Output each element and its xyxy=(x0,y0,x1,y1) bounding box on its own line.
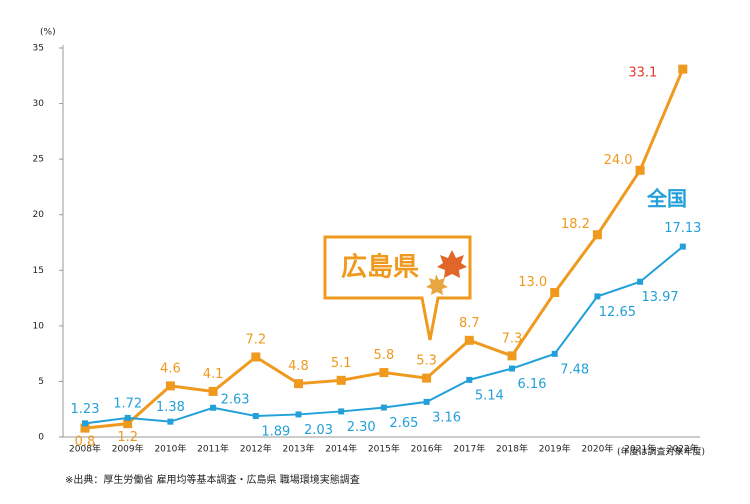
x-tick-label: 2012年 xyxy=(240,443,272,455)
x-tick-label: 2018年 xyxy=(496,443,528,455)
value-label: 2.65 xyxy=(389,416,418,431)
value-label: 7.2 xyxy=(245,332,266,347)
value-label: 18.2 xyxy=(561,217,590,232)
value-label: 8.7 xyxy=(459,316,480,331)
value-label: 13.97 xyxy=(641,290,678,305)
value-label: 0.8 xyxy=(75,435,96,450)
value-label: 5.14 xyxy=(475,388,504,403)
y-tick-label: 0 xyxy=(38,433,44,443)
point xyxy=(466,376,473,383)
value-label: 33.1 xyxy=(628,66,657,81)
point xyxy=(464,335,474,345)
y-tick-label: 30 xyxy=(33,99,45,109)
x-tick-label: 2010年 xyxy=(154,443,186,455)
value-label: 2.03 xyxy=(304,423,333,438)
point xyxy=(635,165,645,175)
legend-label: 全国 xyxy=(646,187,687,211)
value-label: 13.0 xyxy=(518,275,547,290)
point xyxy=(295,411,302,418)
point xyxy=(294,379,303,389)
callout: 広島県 xyxy=(323,235,472,341)
x-tick-label: 2016年 xyxy=(411,443,443,455)
point xyxy=(336,375,346,385)
x-tick-label: 2009年 xyxy=(112,443,144,455)
y-axis-label: (%) xyxy=(40,28,56,38)
point xyxy=(165,381,175,391)
x-tick-label: 2015年 xyxy=(368,443,400,455)
legend-label: 広島県 xyxy=(341,252,419,283)
value-label: 5.8 xyxy=(374,348,395,363)
value-label: 1.38 xyxy=(156,400,185,415)
value-label: 7.3 xyxy=(502,331,523,346)
value-label: 6.16 xyxy=(518,377,547,392)
point xyxy=(251,352,261,362)
point xyxy=(550,288,560,298)
point xyxy=(422,373,432,383)
point xyxy=(551,350,558,357)
y-tick-label: 10 xyxy=(33,321,45,331)
value-label: 2.63 xyxy=(221,392,250,407)
point xyxy=(123,419,133,429)
x-note: (年度は調査対象年度) xyxy=(617,446,705,458)
value-label: 4.8 xyxy=(288,359,309,374)
value-label: 4.6 xyxy=(160,361,181,376)
x-tick-label: 2013年 xyxy=(283,443,315,455)
point xyxy=(379,368,389,378)
point xyxy=(252,412,259,419)
x-tick-label: 2017年 xyxy=(453,443,485,455)
value-label: 3.16 xyxy=(432,410,461,425)
point xyxy=(80,423,90,433)
value-label: 5.3 xyxy=(416,354,437,369)
point xyxy=(338,408,345,415)
point xyxy=(208,386,218,396)
point xyxy=(124,414,131,421)
value-label: 4.1 xyxy=(203,367,224,382)
source-note: ※出典：厚生労働省 雇用均等基本調査・広島県 職場環境実態調査 xyxy=(65,473,360,486)
point xyxy=(509,365,515,372)
point xyxy=(380,404,387,411)
value-label: 1.89 xyxy=(261,424,290,439)
point xyxy=(507,351,517,361)
y-tick-label: 20 xyxy=(33,210,45,220)
value-label: 1.23 xyxy=(71,402,100,417)
value-label: 24.0 xyxy=(604,153,633,168)
point xyxy=(594,293,601,300)
x-tick-label: 2020年 xyxy=(581,443,613,455)
value-label: 7.48 xyxy=(560,362,589,377)
x-tick-label: 2022年 xyxy=(667,443,699,455)
point xyxy=(679,243,686,250)
x-tick-label: 2014年 xyxy=(325,443,357,455)
point xyxy=(82,420,88,427)
x-tick-label: 2019年 xyxy=(539,443,571,455)
point xyxy=(210,404,217,411)
point xyxy=(592,230,602,240)
value-label: 2.30 xyxy=(347,420,376,435)
x-tick-label: 2008年 xyxy=(69,443,101,455)
y-tick-label: 5 xyxy=(38,377,44,387)
y-tick-label: 25 xyxy=(33,155,44,165)
point xyxy=(423,398,430,405)
point xyxy=(678,64,688,74)
y-tick-label: 15 xyxy=(33,266,44,276)
x-tick-label: 2021年 xyxy=(624,443,656,455)
point xyxy=(167,418,174,425)
point xyxy=(637,278,644,285)
value-label: 1.72 xyxy=(113,396,142,411)
x-tick-label: 2011年 xyxy=(197,443,229,455)
y-tick-label: 35 xyxy=(33,44,44,54)
value-label: 17.13 xyxy=(664,221,701,236)
value-label: 12.65 xyxy=(599,305,636,320)
value-label: 1.2 xyxy=(117,430,138,445)
value-label: 5.1 xyxy=(331,356,352,371)
